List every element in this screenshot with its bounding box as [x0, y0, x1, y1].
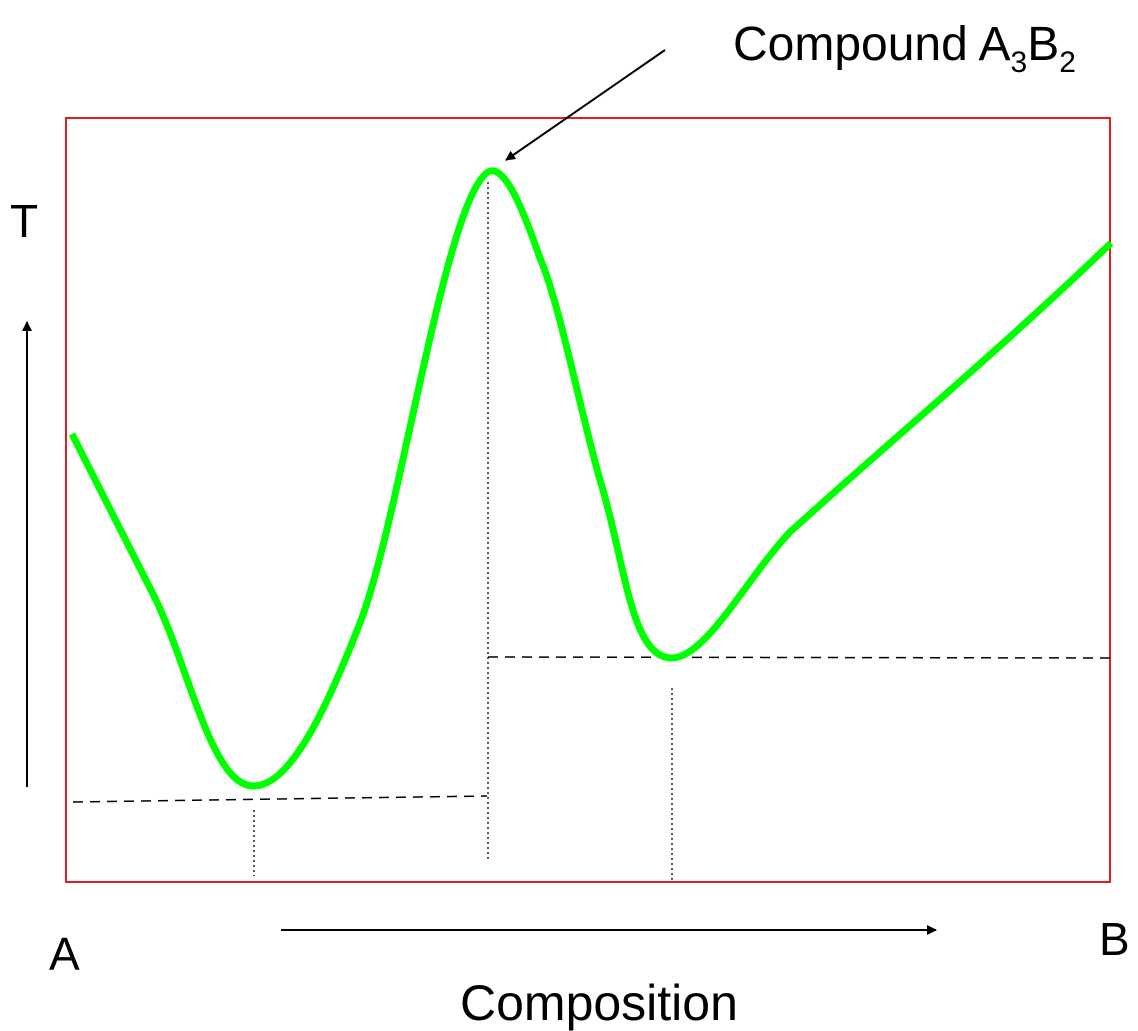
compound-pointer-arrow	[505, 49, 666, 161]
temperature-label: T	[10, 195, 38, 247]
liquidus-curve	[68, 167, 1114, 790]
compound-label-b: B	[1027, 18, 1059, 71]
composition-label: Composition	[460, 975, 738, 1031]
plot-frame	[65, 117, 1111, 883]
compound-label: Compound A3B2	[733, 18, 1076, 79]
compound-label-subscript-b: 2	[1059, 46, 1076, 79]
eutectic-line-left	[72, 795, 488, 803]
compound-label-subscript-a: 3	[1011, 46, 1028, 79]
eutectic-line-right	[487, 656, 1114, 659]
component-b-label: B	[1099, 913, 1130, 965]
component-a-label: A	[49, 928, 80, 980]
compound-label-prefix: Compound A	[733, 18, 1011, 71]
